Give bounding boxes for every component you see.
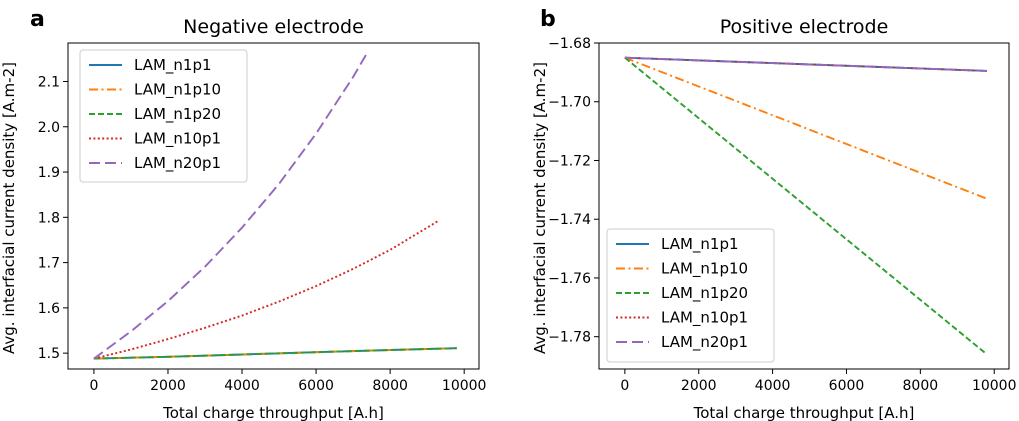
panel-a-xtick-label: 6000 xyxy=(298,378,334,394)
panel-b-legend-label-LAM_n1p20: LAM_n1p20 xyxy=(661,284,748,303)
panel-a-ytick-label: 1.8 xyxy=(38,210,60,226)
panel-a-legend-label-LAM_n1p20: LAM_n1p20 xyxy=(134,105,221,124)
panel-a-ytick-label: 1.5 xyxy=(38,346,60,362)
panel-b-ytick-label: −1.70 xyxy=(548,95,591,111)
panel-a-ylabel: Avg. interfacial current density [A.m-2] xyxy=(0,62,18,354)
panel-b-legend-label-LAM_n10p1: LAM_n10p1 xyxy=(661,309,748,328)
panel-a-legend-label-LAM_n20p1: LAM_n20p1 xyxy=(134,154,221,173)
panel-b-title: Positive electrode xyxy=(720,16,889,38)
panel-b-xtick-label: 8000 xyxy=(903,378,939,394)
panel-b-xtick-label: 2000 xyxy=(681,378,717,394)
panel-a-xlabel: Total charge throughput [A.h] xyxy=(162,404,384,421)
panel-a-series-LAM_n20p1 xyxy=(93,51,369,360)
panel-b-series-LAM_n1p10 xyxy=(624,56,988,200)
panel-a-xtick-label: 0 xyxy=(89,378,98,394)
panel-b-ylabel: Avg. interfacial current density [A.m-2] xyxy=(531,62,549,354)
panel-b-axes-frame xyxy=(598,42,1010,370)
panel-b-xtick-label: 4000 xyxy=(755,378,791,394)
panel-a-legend-label-LAM_n10p1: LAM_n10p1 xyxy=(134,130,221,149)
panel-a-axes-frame xyxy=(67,42,480,370)
panel-b-legend-box xyxy=(606,228,775,363)
panel-a-title: Negative electrode xyxy=(183,16,364,38)
panel-a-ytick-label: 1.7 xyxy=(38,256,60,272)
panel-b-xtick-label: 0 xyxy=(620,378,629,394)
panel-b-ytick-label: −1.72 xyxy=(548,153,591,169)
panel-a-letter: a xyxy=(30,7,45,32)
panel-b-letter: b xyxy=(540,7,556,32)
panel-b-series-LAM_n1p20 xyxy=(624,56,988,356)
panel-a-xtick-label: 10000 xyxy=(442,378,487,394)
panel-b-legend-label-LAM_n20p1: LAM_n20p1 xyxy=(661,333,748,352)
panel-a-ytick-label: 1.9 xyxy=(38,165,60,181)
panel-a-legend-label-LAM_n1p10: LAM_n1p10 xyxy=(134,81,221,100)
panel-a-series-LAM_n1p20 xyxy=(93,347,457,360)
panel-a-xtick-label: 2000 xyxy=(150,378,186,394)
panel-a-legend-box xyxy=(79,49,248,183)
panel-a-ytick-label: 2.1 xyxy=(38,74,60,90)
panel-b-xtick-label: 10000 xyxy=(972,378,1017,394)
panel-b-ytick-label: −1.74 xyxy=(548,212,591,228)
panel-b-legend-label-LAM_n1p1: LAM_n1p1 xyxy=(661,235,739,254)
panel-b-ytick-label: −1.68 xyxy=(548,36,591,52)
panel-a-xtick-label: 4000 xyxy=(224,378,260,394)
panel-a-ytick-label: 1.6 xyxy=(38,301,60,317)
panel-b-legend-label-LAM_n1p10: LAM_n1p10 xyxy=(661,260,748,279)
panel-a-xtick-label: 8000 xyxy=(372,378,408,394)
panel-a-legend-label-LAM_n1p1: LAM_n1p1 xyxy=(134,56,212,75)
panel-a-ytick-label: 2.0 xyxy=(38,120,60,136)
panel-b-ytick-label: −1.78 xyxy=(548,330,591,346)
panel-a-series-LAM_n10p1 xyxy=(93,220,439,360)
panel-b-ytick-label: −1.76 xyxy=(548,271,591,287)
panel-b-xtick-label: 6000 xyxy=(829,378,865,394)
panel-b-series-LAM_n20p1 xyxy=(624,56,987,72)
panel-b-xlabel: Total charge throughput [A.h] xyxy=(693,404,915,421)
